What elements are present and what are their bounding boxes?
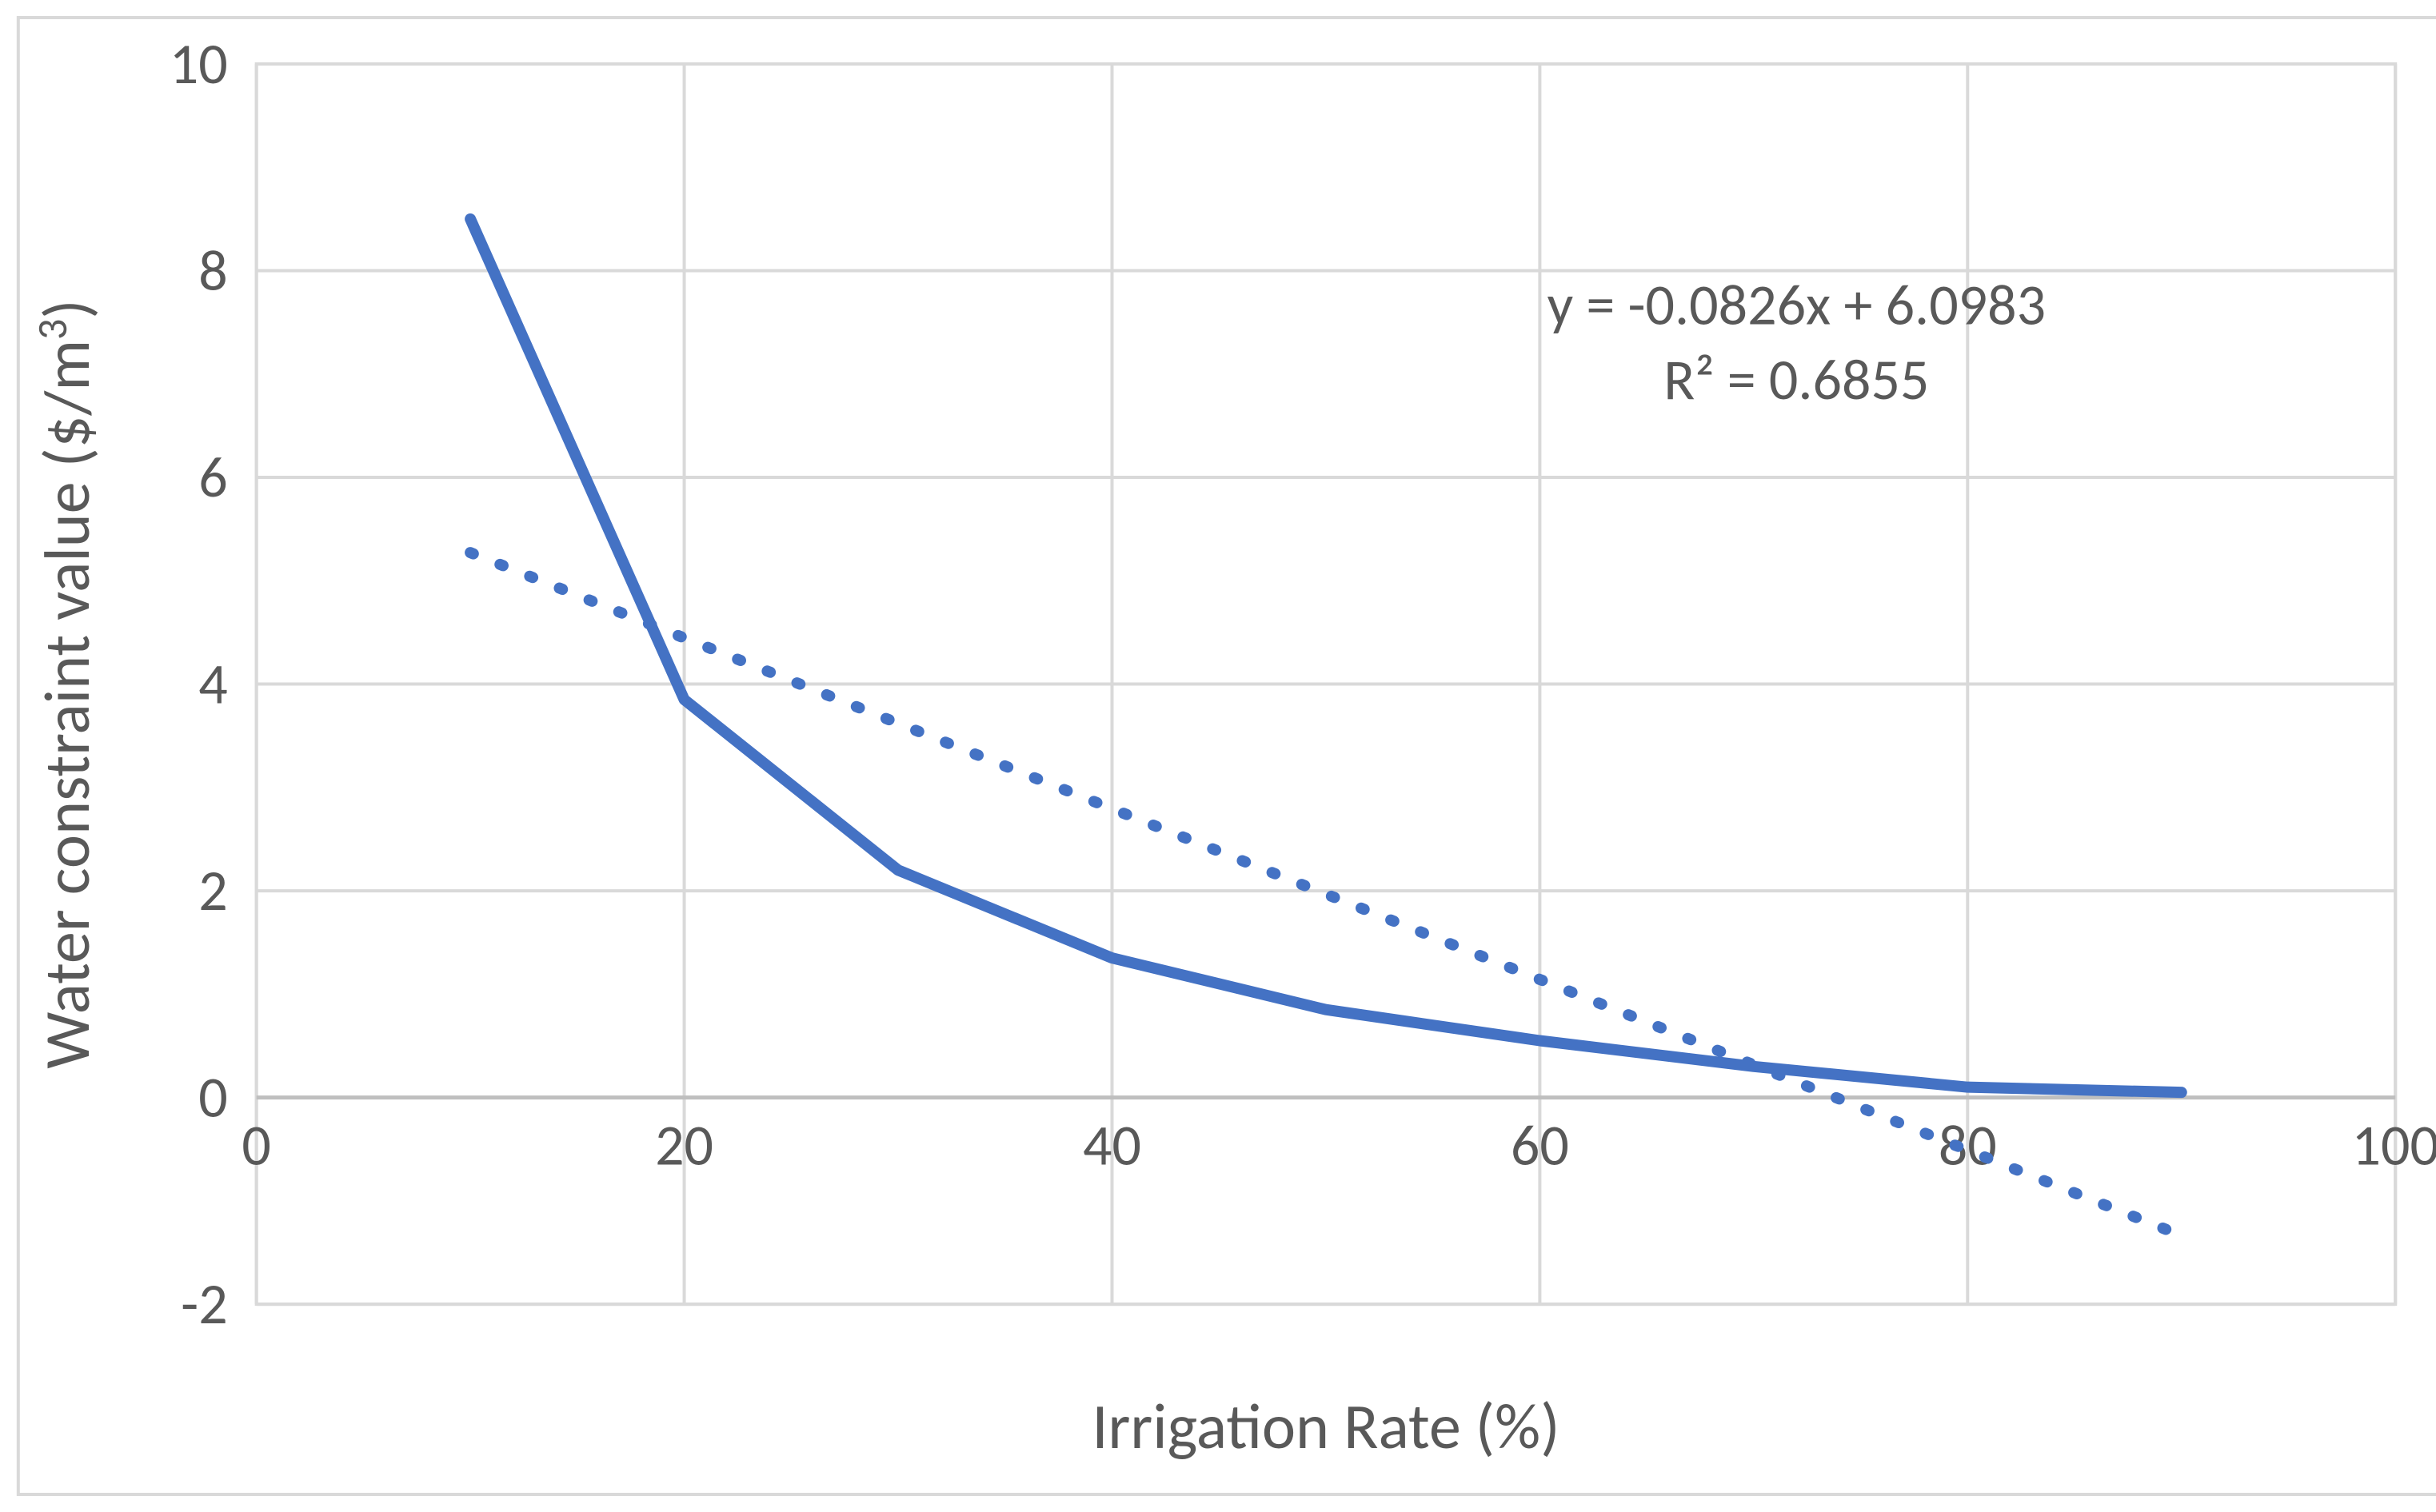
x-tick-label: 60 [1511, 1111, 1569, 1181]
x-tick-label: 0 [242, 1111, 270, 1181]
y-axis-title: Water constraint value ($/m3) [27, 299, 106, 1068]
chart-outer-border [18, 18, 2436, 1494]
x-tick-label: 40 [1083, 1111, 1141, 1181]
x-tick-label: 20 [655, 1111, 713, 1181]
x-tick-label: 80 [1939, 1111, 1997, 1181]
line-chart: 0 20 40 60 80 100 -2 0 2 4 6 8 10 y = -0.0826x + 6.09… [16, 16, 2436, 1496]
y-tick-label: 8 [198, 235, 227, 305]
gridlines [257, 64, 2396, 1304]
y-tick-label: 10 [170, 29, 228, 99]
y-tick-label: 0 [198, 1063, 227, 1133]
trend-rsquared: R² = 0.6855 [1663, 345, 1929, 415]
trendline [470, 553, 2182, 1235]
y-tick-label: -2 [181, 1269, 228, 1339]
x-tick-label: 100 [2352, 1111, 2436, 1181]
y-tick-label: 2 [198, 856, 227, 926]
trend-equation: y = -0.0826x + 6.0983 [1547, 270, 2047, 341]
y-tick-label: 6 [198, 442, 227, 513]
y-tick-label: 4 [198, 649, 227, 720]
chart-container: 020406080100-20246810y = -0.0826x + 6.09… [16, 16, 2420, 1496]
x-axis-title: Irrigation Rate (%) [1092, 1388, 1559, 1466]
